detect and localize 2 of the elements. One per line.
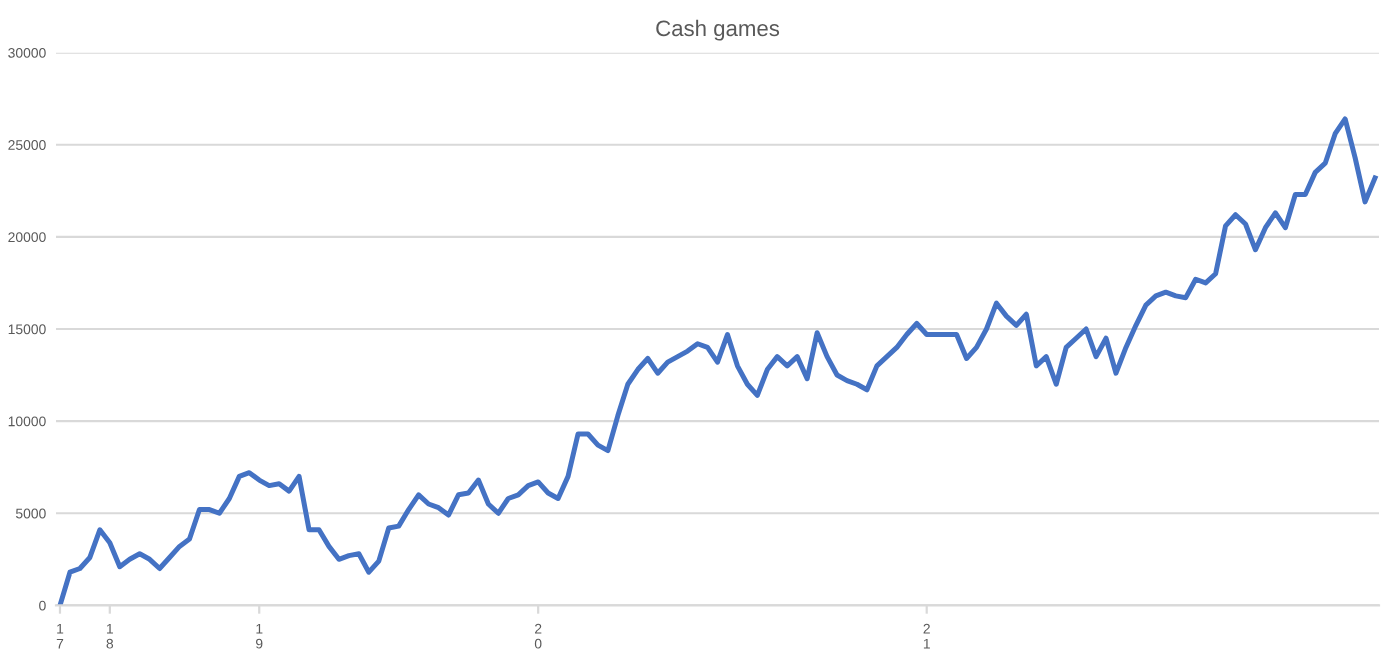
line-series [57,116,1378,606]
chart-title: Cash games [656,19,780,41]
